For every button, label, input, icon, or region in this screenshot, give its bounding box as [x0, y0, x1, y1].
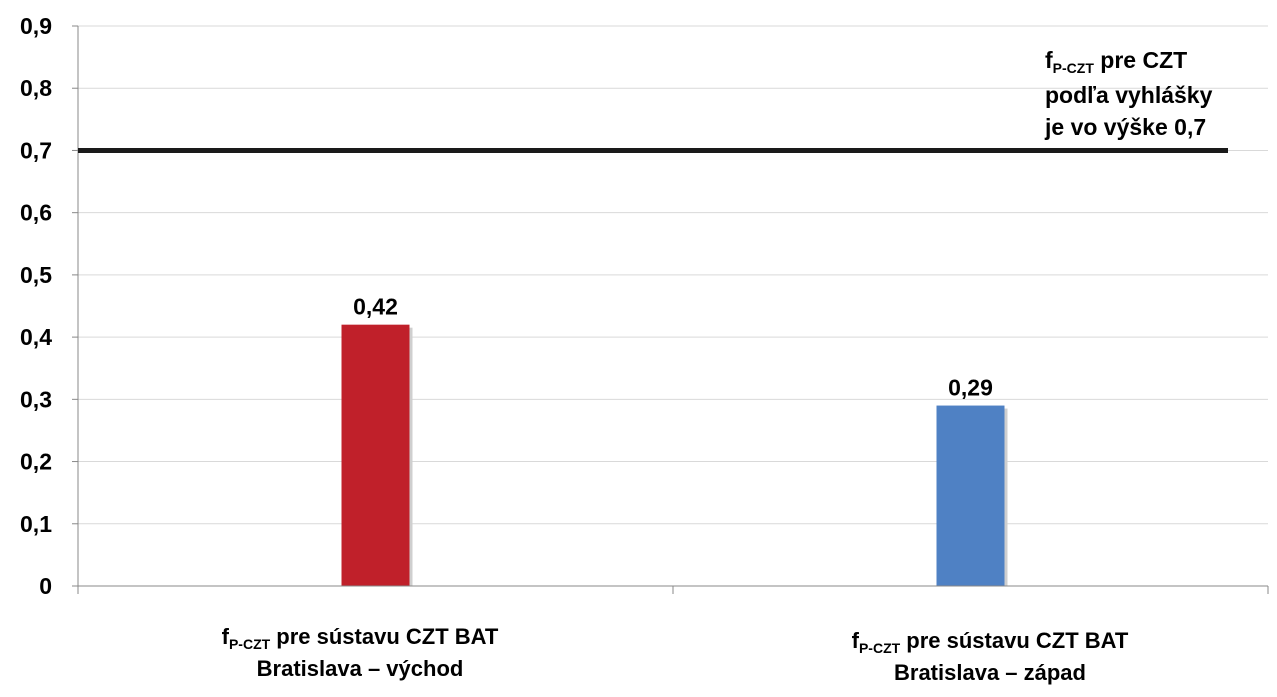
reference-line-note: fP-CZT pre CZT podľa vyhlášky je vo výšk… — [1045, 47, 1213, 140]
y-tick-label: 0,1 — [20, 511, 52, 537]
data-label: 0,29 — [948, 375, 993, 401]
bar — [936, 405, 1005, 586]
y-tick-label: 0,7 — [20, 137, 52, 163]
y-tick-label: 0,9 — [20, 13, 52, 39]
y-tick-label: 0,6 — [20, 200, 52, 226]
y-tick-label: 0,4 — [20, 324, 52, 350]
y-tick-label: 0,5 — [20, 262, 52, 288]
category-label-2: fP-CZT pre sústavu CZT BAT Bratislava – … — [851, 628, 1129, 685]
bars — [341, 324, 1008, 586]
bar — [341, 324, 410, 586]
data-label: 0,42 — [353, 294, 398, 320]
y-tick-label: 0 — [39, 573, 52, 599]
category-label-1: fP-CZT pre sústavu CZT BAT Bratislava – … — [221, 624, 499, 681]
y-tick-label: 0,8 — [20, 75, 52, 101]
y-tick-label: 0,2 — [20, 449, 52, 475]
y-axis: 0 0,1 0,2 0,3 0,4 0,5 0,6 0,7 0,8 0,9 — [20, 13, 79, 599]
x-axis — [77, 585, 1269, 594]
data-labels: 0,42 0,29 — [353, 294, 993, 401]
y-tick-label: 0,3 — [20, 386, 52, 412]
